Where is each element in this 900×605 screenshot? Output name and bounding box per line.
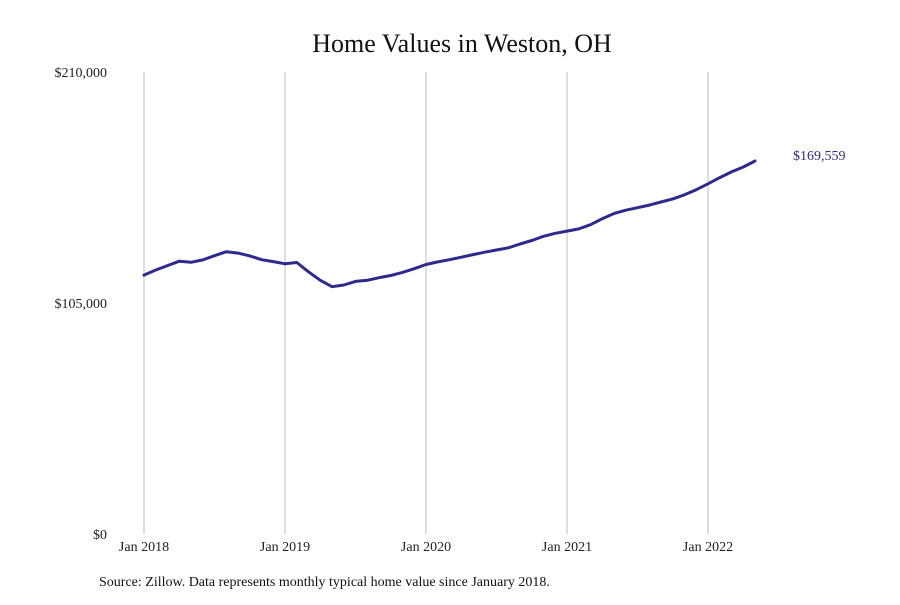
chart-title: Home Values in Weston, OH (312, 29, 612, 58)
y-tick-label: $210,000 (55, 66, 108, 81)
x-axis-ticks: Jan 2018 Jan 2019 Jan 2020 Jan 2021 Jan 2022 (119, 540, 733, 555)
x-tick-label: Jan 2022 (683, 540, 733, 555)
source-note: Source: Zillow. Data represents monthly … (99, 575, 550, 590)
x-tick-label: Jan 2018 (119, 540, 169, 555)
y-tick-label: $0 (93, 528, 107, 543)
x-tick-label: Jan 2019 (260, 540, 310, 555)
series-line-0 (142, 159, 757, 289)
end-value-label: $169,559 (793, 149, 846, 164)
y-axis-ticks: $0 $105,000 $210,000 (55, 66, 108, 543)
y-tick-label: $105,000 (55, 297, 108, 312)
x-tick-label: Jan 2021 (542, 540, 592, 555)
x-tick-label: Jan 2020 (401, 540, 451, 555)
grid-lines (143, 72, 709, 534)
series-layer (142, 159, 757, 289)
